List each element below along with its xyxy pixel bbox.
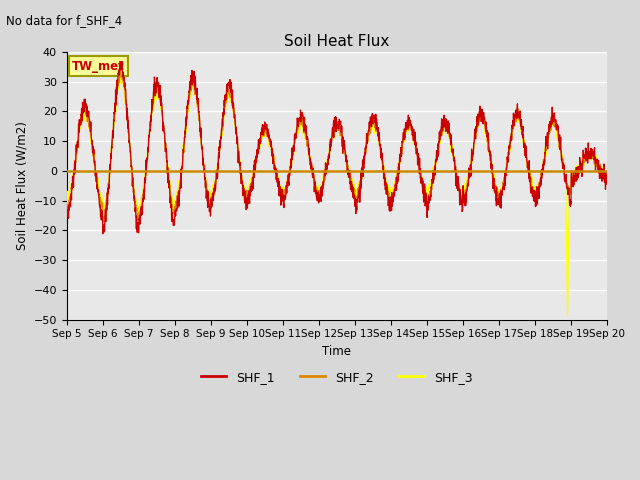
SHF_2 [353, 198, 360, 204]
SHF_1 [63, 204, 70, 209]
Legend: SHF_1, SHF_2, SHF_3: SHF_1, SHF_2, SHF_3 [196, 366, 477, 388]
Text: TW_met: TW_met [72, 60, 125, 73]
SHF_2 [556, 147, 564, 153]
SHF_1 [214, 161, 221, 167]
SHF_2 [116, 67, 124, 73]
X-axis label: Time: Time [323, 345, 351, 358]
SHF_1 [494, 195, 502, 201]
SHF_3 [571, 171, 579, 177]
SHF_2 [603, 173, 611, 179]
Y-axis label: Soil Heat Flux (W/m2): Soil Heat Flux (W/m2) [15, 121, 28, 250]
SHF_1 [118, 59, 126, 64]
Line: SHF_3: SHF_3 [67, 76, 607, 315]
SHF_3 [564, 312, 572, 318]
SHF_1 [365, 127, 372, 133]
SHF_2 [365, 132, 372, 138]
SHF_3 [603, 174, 611, 180]
SHF_3 [63, 199, 70, 205]
SHF_3 [353, 188, 360, 194]
Text: No data for f_SHF_4: No data for f_SHF_4 [6, 14, 123, 27]
SHF_1 [603, 181, 611, 187]
Line: SHF_1: SHF_1 [67, 61, 607, 234]
SHF_2 [63, 202, 70, 208]
SHF_3 [556, 141, 563, 146]
SHF_1 [571, 173, 579, 179]
Title: Soil Heat Flux: Soil Heat Flux [284, 34, 390, 49]
SHF_2 [214, 159, 221, 165]
SHF_2 [571, 174, 579, 180]
SHF_2 [494, 192, 502, 198]
SHF_3 [117, 73, 125, 79]
SHF_2 [100, 219, 108, 225]
Line: SHF_2: SHF_2 [67, 70, 607, 222]
SHF_3 [494, 194, 502, 200]
SHF_1 [99, 231, 107, 237]
SHF_1 [556, 132, 564, 138]
SHF_3 [214, 167, 221, 172]
SHF_1 [353, 207, 360, 213]
SHF_3 [364, 133, 372, 139]
